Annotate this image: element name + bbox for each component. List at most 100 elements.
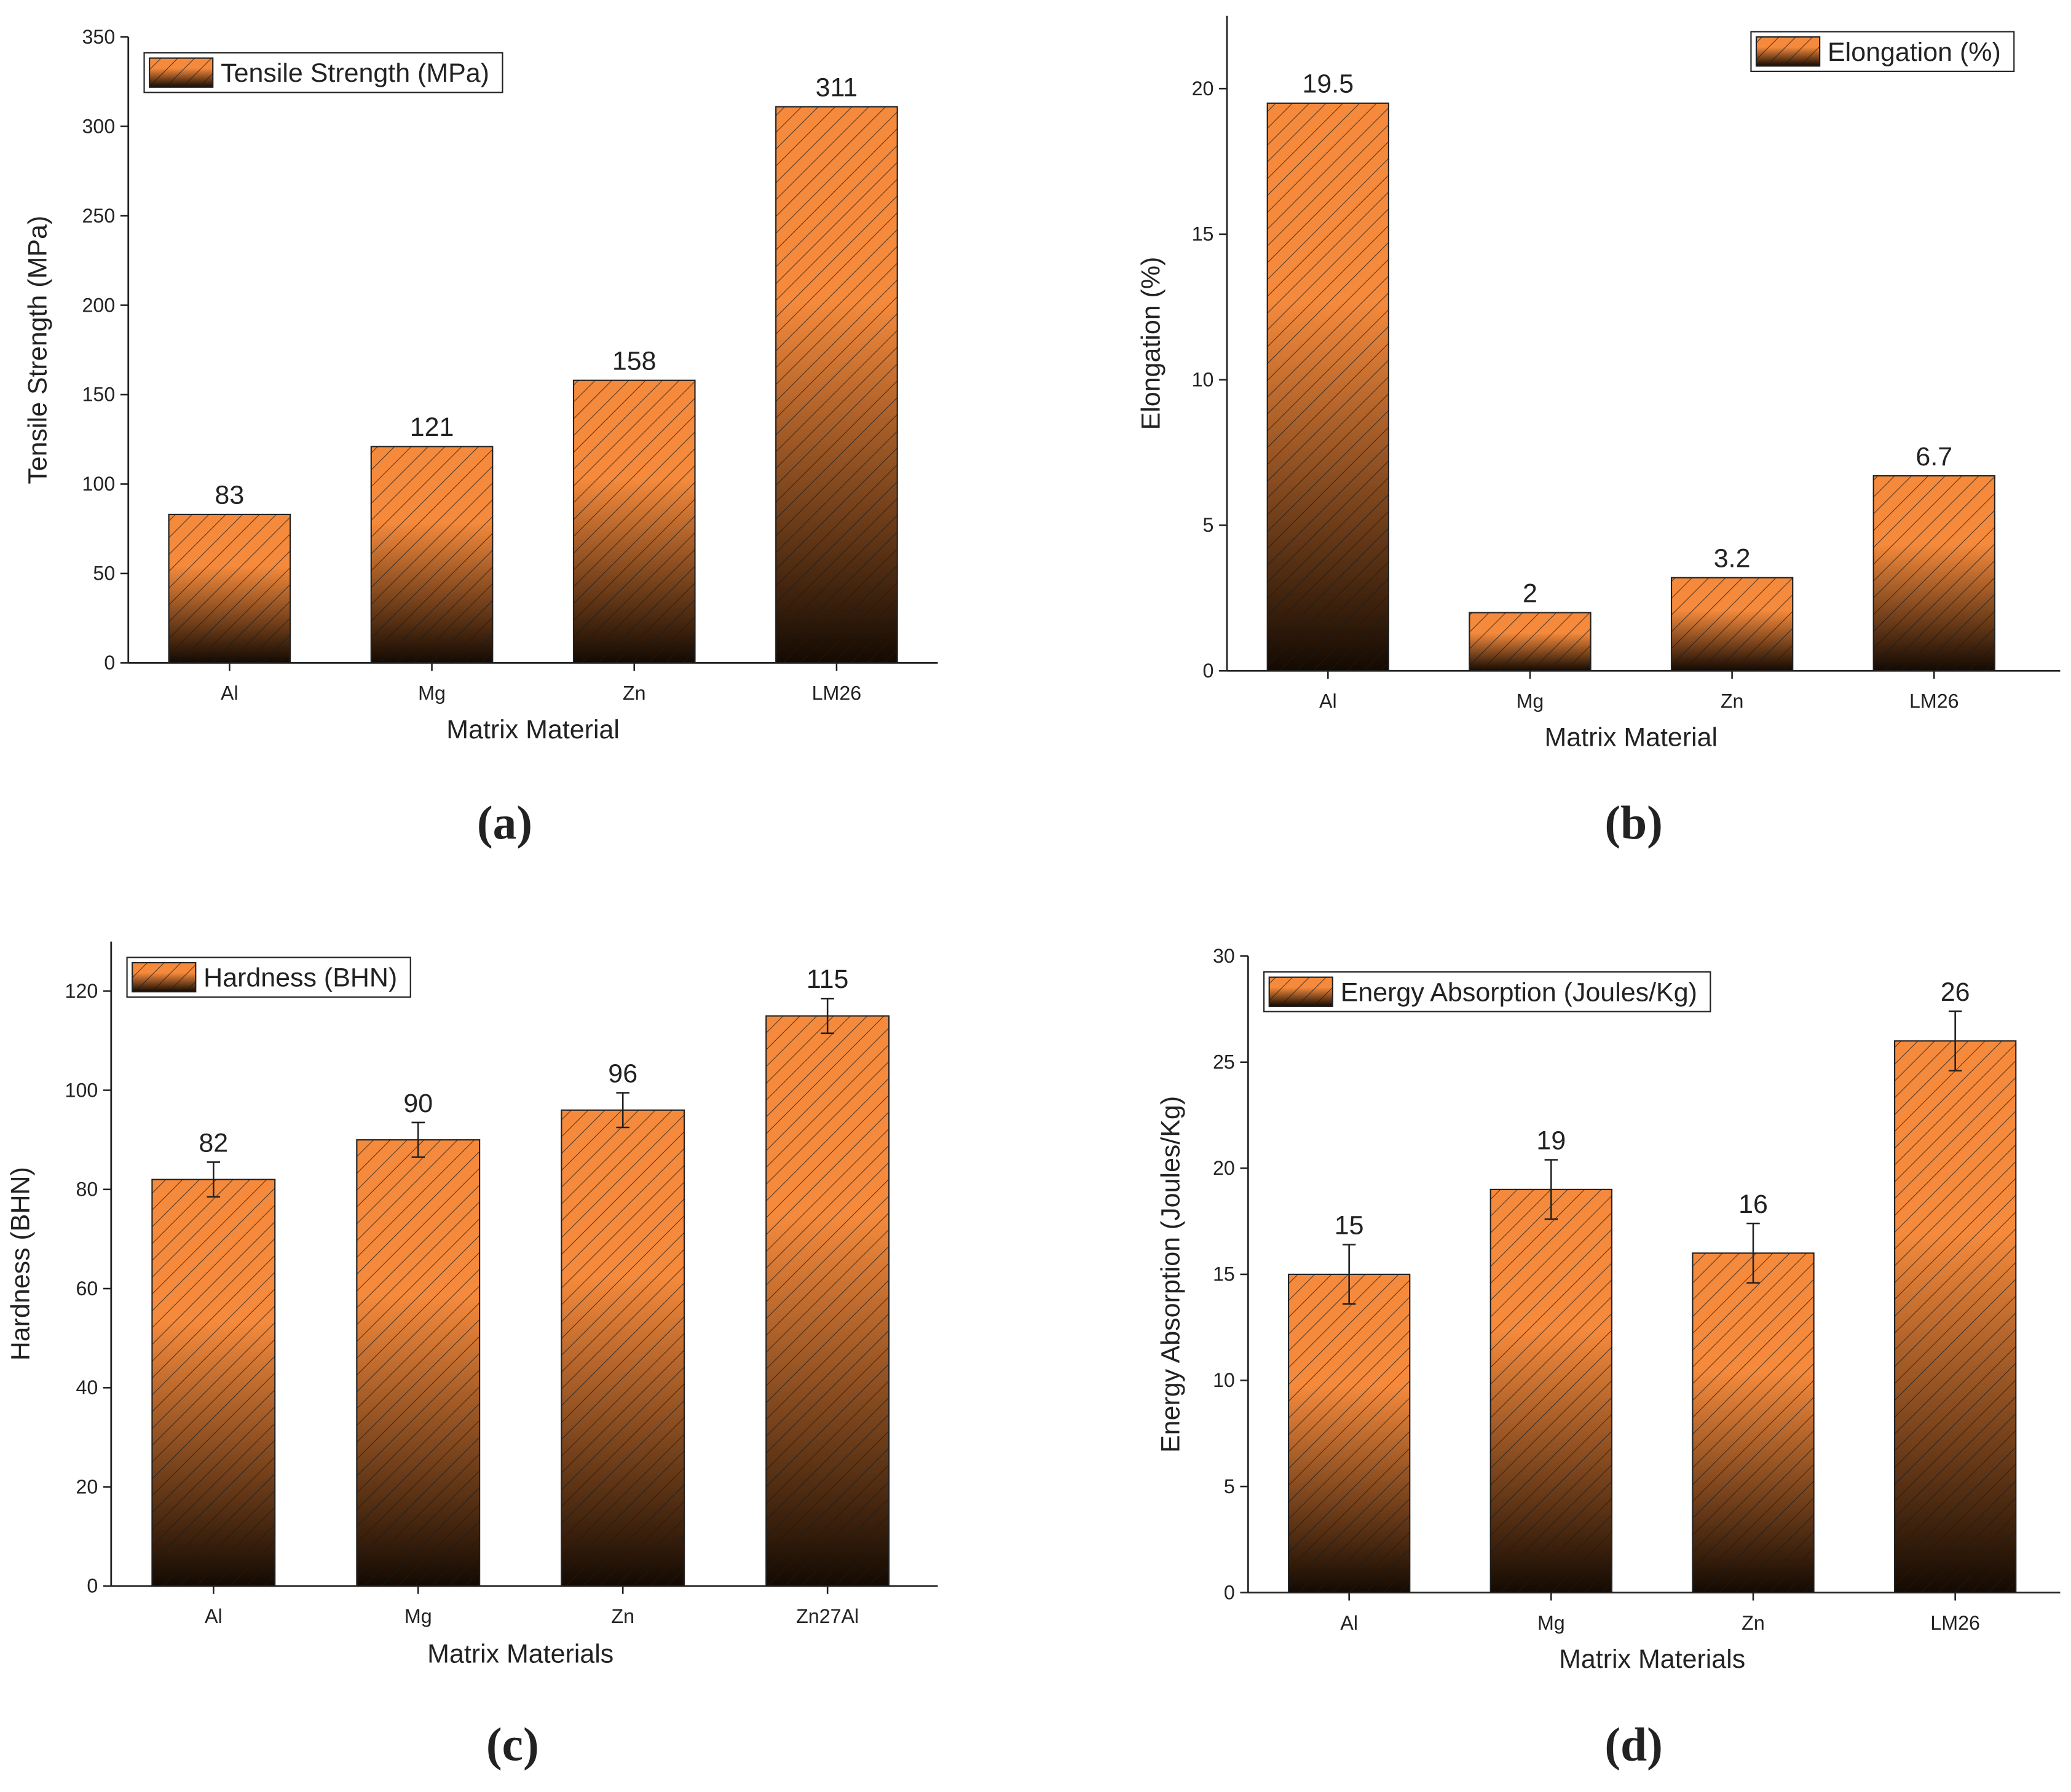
y-tick-label: 300 bbox=[82, 115, 115, 137]
legend-label: Hardness (BHN) bbox=[203, 963, 397, 993]
x-tick-label: Zn27Al bbox=[796, 1605, 859, 1627]
bar-hatch bbox=[1692, 1253, 1814, 1593]
y-tick-label: 120 bbox=[65, 980, 98, 1002]
data-label: 6.7 bbox=[1915, 442, 1952, 472]
x-tick-label: LM26 bbox=[1930, 1612, 1980, 1634]
data-label: 96 bbox=[608, 1059, 637, 1088]
legend-label: Elongation (%) bbox=[1828, 37, 2001, 67]
y-tick-label: 60 bbox=[76, 1277, 98, 1300]
x-tick-label: Mg bbox=[1517, 690, 1544, 712]
bar-hatch bbox=[168, 514, 291, 663]
y-tick-label: 10 bbox=[1213, 1369, 1235, 1391]
y-tick-label: 150 bbox=[82, 384, 115, 406]
y-axis-label: Hardness (BHN) bbox=[6, 1167, 36, 1360]
x-tick-label: Zn bbox=[1721, 690, 1744, 712]
error-bar bbox=[821, 998, 834, 1035]
y-axis-label: Tensile Strength (MPa) bbox=[23, 216, 53, 484]
data-label: 15 bbox=[1335, 1210, 1364, 1240]
error-bar bbox=[1342, 1244, 1356, 1305]
x-axis-label: Matrix Material bbox=[1544, 723, 1718, 752]
data-label: 3.2 bbox=[1714, 544, 1751, 574]
y-tick-label: 100 bbox=[65, 1079, 98, 1101]
caption: (d) bbox=[1604, 1718, 1663, 1770]
data-label: 19.5 bbox=[1303, 69, 1354, 99]
x-tick-label: Mg bbox=[1537, 1612, 1565, 1634]
y-tick-label: 25 bbox=[1213, 1051, 1235, 1073]
x-tick-label: Zn bbox=[1742, 1612, 1765, 1634]
error-bar bbox=[1746, 1222, 1760, 1284]
bar-hatch bbox=[1469, 612, 1591, 671]
y-tick-label: 350 bbox=[82, 26, 115, 48]
bar-hatch bbox=[1671, 577, 1793, 671]
bar-hatch bbox=[1288, 1274, 1410, 1593]
y-tick-label: 15 bbox=[1192, 223, 1214, 245]
y-axis-label: Energy Absorption (Joules/Kg) bbox=[1156, 1096, 1186, 1453]
bar-hatch bbox=[371, 446, 493, 663]
bar-hatch bbox=[152, 1179, 275, 1586]
y-tick-label: 0 bbox=[87, 1575, 98, 1597]
x-tick-label: Al bbox=[205, 1605, 223, 1627]
x-tick-label: LM26 bbox=[812, 682, 862, 705]
y-tick-label: 5 bbox=[1224, 1475, 1235, 1498]
y-tick-label: 250 bbox=[82, 205, 115, 227]
error-bar bbox=[411, 1121, 425, 1158]
legend-swatch-hatch bbox=[1269, 977, 1333, 1006]
data-label: 158 bbox=[612, 347, 657, 376]
error-bar bbox=[1948, 1010, 1962, 1072]
data-label: 311 bbox=[816, 73, 858, 102]
bar-hatch bbox=[357, 1140, 480, 1586]
y-tick-label: 100 bbox=[82, 473, 115, 495]
bar-hatch bbox=[776, 106, 897, 663]
x-axis-label: Matrix Material bbox=[446, 715, 620, 744]
y-tick-label: 5 bbox=[1203, 514, 1214, 536]
y-tick-label: 10 bbox=[1192, 368, 1214, 390]
bar-hatch bbox=[561, 1110, 685, 1586]
caption: (c) bbox=[486, 1718, 539, 1770]
y-tick-label: 80 bbox=[76, 1178, 98, 1201]
legend-swatch-hatch bbox=[149, 58, 213, 87]
y-tick-label: 0 bbox=[1224, 1581, 1235, 1603]
y-tick-label: 20 bbox=[1213, 1157, 1235, 1179]
x-tick-label: Mg bbox=[404, 1605, 432, 1627]
legend-swatch-hatch bbox=[1756, 37, 1820, 66]
caption: (a) bbox=[477, 796, 532, 849]
data-label: 90 bbox=[403, 1089, 433, 1118]
x-tick-label: Al bbox=[1340, 1612, 1358, 1634]
error-bar bbox=[207, 1161, 221, 1198]
data-label: 121 bbox=[410, 412, 454, 442]
legend-label: Tensile Strength (MPa) bbox=[221, 58, 489, 88]
x-tick-label: Zn bbox=[611, 1605, 634, 1627]
y-tick-label: 15 bbox=[1213, 1263, 1235, 1285]
data-label: 115 bbox=[807, 965, 848, 994]
x-tick-label: Al bbox=[1319, 690, 1337, 712]
y-tick-label: 200 bbox=[82, 294, 115, 316]
x-tick-label: Zn bbox=[623, 682, 646, 705]
y-tick-label: 0 bbox=[1203, 660, 1214, 682]
data-label: 26 bbox=[1941, 977, 1970, 1007]
x-axis-label: Matrix Materials bbox=[427, 1639, 613, 1668]
x-tick-label: Al bbox=[221, 682, 239, 705]
y-tick-label: 40 bbox=[76, 1376, 98, 1399]
x-tick-label: Mg bbox=[418, 682, 446, 705]
y-tick-label: 20 bbox=[1192, 77, 1214, 100]
data-label: 19 bbox=[1536, 1126, 1566, 1155]
x-axis-label: Matrix Materials bbox=[1559, 1644, 1745, 1674]
legend-box bbox=[1263, 971, 1711, 1012]
y-tick-label: 20 bbox=[76, 1475, 98, 1498]
caption: (b) bbox=[1604, 796, 1663, 849]
error-bar bbox=[616, 1092, 629, 1129]
error-bar bbox=[1544, 1159, 1558, 1220]
y-tick-label: 50 bbox=[93, 562, 115, 585]
data-label: 16 bbox=[1738, 1190, 1768, 1219]
legend-label: Energy Absorption (Joules/Kg) bbox=[1341, 977, 1697, 1007]
data-label: 2 bbox=[1523, 578, 1537, 608]
bar-hatch bbox=[1490, 1189, 1612, 1593]
data-label: 83 bbox=[215, 481, 244, 510]
legend-swatch-hatch bbox=[132, 962, 196, 992]
y-tick-label: 0 bbox=[104, 652, 115, 674]
bar-hatch bbox=[766, 1016, 890, 1586]
data-label: 82 bbox=[199, 1128, 228, 1158]
bar-hatch bbox=[1895, 1041, 2016, 1593]
